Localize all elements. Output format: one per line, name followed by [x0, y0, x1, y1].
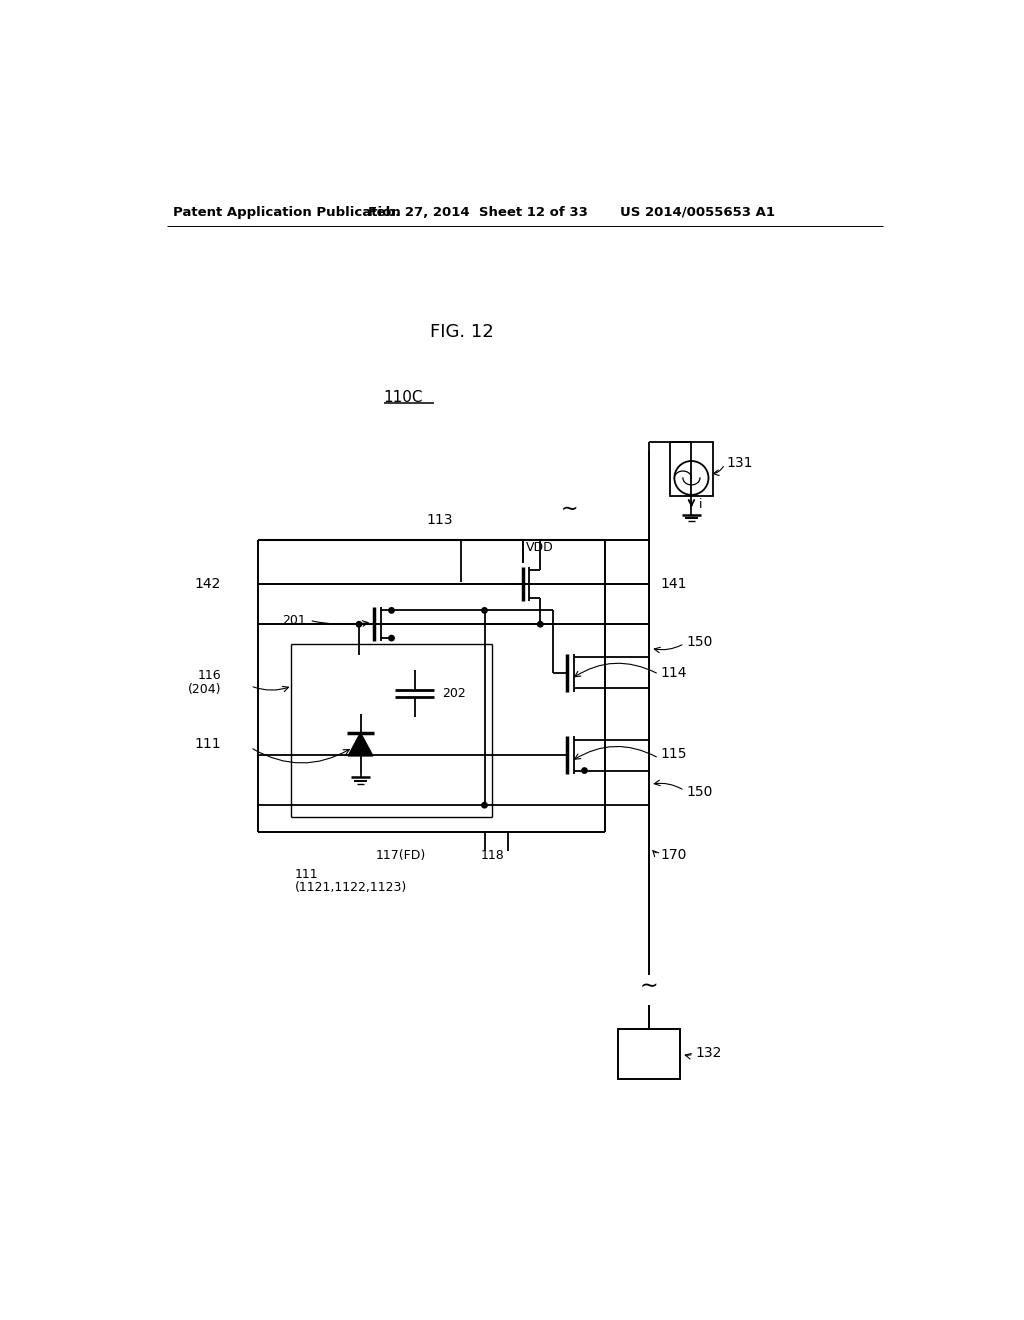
Circle shape	[481, 803, 487, 808]
Circle shape	[538, 622, 543, 627]
Text: 113: 113	[426, 513, 453, 527]
Text: 118: 118	[480, 849, 505, 862]
Circle shape	[389, 635, 394, 640]
Circle shape	[356, 622, 361, 627]
Text: i: i	[699, 499, 702, 511]
Text: FIG. 12: FIG. 12	[430, 322, 494, 341]
Text: 150: 150	[686, 635, 713, 649]
Text: 202: 202	[442, 686, 466, 700]
Text: 117(FD): 117(FD)	[376, 849, 426, 862]
Text: ∼: ∼	[561, 499, 579, 519]
Text: VDD: VDD	[526, 541, 554, 554]
Text: 170: 170	[660, 849, 687, 862]
Text: 150: 150	[686, 785, 713, 799]
Text: US 2014/0055653 A1: US 2014/0055653 A1	[621, 206, 775, 219]
Text: 110C: 110C	[384, 389, 423, 405]
Bar	[670, 442, 713, 496]
Circle shape	[481, 607, 487, 612]
Text: 111: 111	[195, 737, 221, 751]
Text: 111: 111	[295, 869, 318, 880]
Text: 115: 115	[660, 747, 687, 760]
Text: 131: 131	[726, 455, 753, 470]
Polygon shape	[348, 733, 373, 756]
Text: ∼: ∼	[639, 977, 658, 997]
Text: 141: 141	[660, 577, 687, 591]
Text: 201: 201	[283, 614, 306, 627]
Text: (204): (204)	[187, 684, 221, 696]
Circle shape	[582, 768, 587, 774]
Text: (1121,1122,1123): (1121,1122,1123)	[295, 880, 407, 894]
Text: 132: 132	[695, 1047, 722, 1060]
Bar	[617, 1028, 680, 1078]
Text: Patent Application Publication: Patent Application Publication	[173, 206, 400, 219]
Text: Feb. 27, 2014  Sheet 12 of 33: Feb. 27, 2014 Sheet 12 of 33	[369, 206, 588, 219]
Text: 116: 116	[198, 669, 221, 682]
Text: 114: 114	[660, 665, 687, 680]
Circle shape	[389, 607, 394, 612]
Text: 142: 142	[195, 577, 221, 591]
